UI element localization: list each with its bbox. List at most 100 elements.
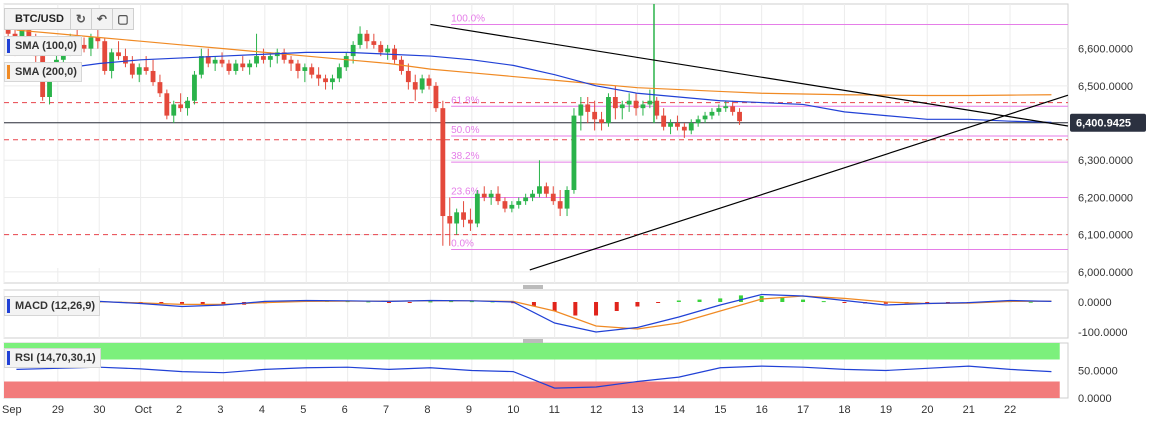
- sma100-line: [16, 51, 1052, 123]
- fullscreen-icon[interactable]: ▢: [117, 12, 129, 26]
- x-axis-label: 3: [217, 404, 223, 416]
- price-axis-tick: 6,200.0000: [1078, 192, 1133, 204]
- candle-body: [178, 104, 184, 109]
- x-axis-label: 16: [756, 404, 768, 416]
- candle-body: [371, 41, 377, 45]
- macd-histogram-bar: [718, 298, 723, 302]
- candle-body: [640, 104, 646, 109]
- ticker-box: BTC/USD ↻ ↶ ▢: [4, 8, 134, 30]
- price-axis-tick: 6,000.0000: [1078, 267, 1133, 279]
- candle-body: [599, 119, 604, 124]
- macd-histogram-bar: [594, 302, 599, 316]
- candle-body: [412, 82, 418, 90]
- candle-body: [102, 41, 108, 71]
- x-axis-label: 18: [838, 404, 850, 416]
- candle-body: [688, 123, 694, 131]
- candle-body: [447, 216, 453, 224]
- candle-body: [47, 70, 52, 97]
- candle-body: [150, 70, 156, 83]
- candle-body: [316, 74, 322, 79]
- candle-body: [502, 201, 508, 209]
- candle-body: [585, 104, 591, 112]
- rsi-axis-tick: 0.0000: [1078, 393, 1112, 405]
- sma100-legend[interactable]: SMA (100,0): [4, 36, 82, 56]
- x-axis-label: 8: [424, 404, 430, 416]
- candle-body: [723, 106, 729, 109]
- last-price-badge: [1070, 113, 1146, 132]
- candle-body: [88, 37, 94, 49]
- candle-body: [695, 119, 701, 124]
- candle-body: [336, 67, 342, 79]
- rsi-swatch: [7, 351, 10, 365]
- fib-level-label: 23.6%: [451, 186, 479, 197]
- price-pane-frame: [3, 3, 1069, 284]
- fib-level-label: 0.0%: [451, 239, 474, 250]
- candle-body: [633, 100, 639, 109]
- ticker-symbol[interactable]: BTC/USD: [5, 9, 71, 29]
- sma100-swatch: [7, 39, 10, 53]
- sma200-line: [16, 29, 1052, 97]
- candle-body: [557, 201, 563, 209]
- x-axis-label: 14: [673, 404, 685, 416]
- trendline: [430, 23, 1069, 127]
- candle-body: [129, 63, 135, 75]
- candle-body: [474, 193, 480, 224]
- candle-body: [295, 63, 301, 71]
- x-axis-label: 5: [300, 404, 306, 416]
- macd-histogram-bar: [614, 302, 619, 311]
- refresh-icon[interactable]: ↻: [71, 9, 92, 29]
- macd-line: [16, 293, 1052, 333]
- candle-body: [426, 78, 432, 86]
- candle-body: [267, 56, 273, 60]
- candle-body: [302, 67, 308, 71]
- candle-body: [592, 111, 598, 120]
- macd-histogram-bar: [180, 302, 185, 304]
- macd-histogram-bar: [428, 301, 433, 303]
- rsi-overbought-zone: [4, 343, 1060, 360]
- x-axis-label: 20: [921, 404, 933, 416]
- candle-body: [461, 212, 466, 220]
- candle-body: [309, 67, 315, 75]
- macd-swatch: [7, 299, 10, 313]
- x-axis-label: 2: [176, 404, 182, 416]
- macd-histogram-bar: [200, 302, 205, 305]
- candle-body: [709, 111, 715, 116]
- macd-histogram-bar: [883, 302, 888, 304]
- macd-histogram-bar: [552, 302, 557, 311]
- candle-body: [226, 63, 232, 71]
- candle-body: [261, 56, 266, 60]
- candle-body: [516, 201, 522, 205]
- candle-body: [530, 193, 535, 198]
- candle-body: [661, 115, 667, 127]
- candle-body: [737, 111, 742, 122]
- x-axis-label: 9: [466, 404, 472, 416]
- candle-body: [357, 33, 363, 45]
- macd-histogram-bar: [366, 301, 371, 303]
- fib-level-label: 61.8%: [451, 95, 479, 106]
- sma200-label: SMA (200,0): [15, 66, 77, 78]
- macd-signal-line: [16, 295, 1052, 330]
- macd-histogram-bar: [221, 302, 226, 305]
- x-axis-label: 15: [714, 404, 726, 416]
- candle-body: [702, 115, 708, 120]
- candle-body: [109, 52, 115, 71]
- macd-histogram-bar: [801, 299, 806, 302]
- x-axis-label: 10: [507, 404, 519, 416]
- macd-histogram-bar: [1028, 301, 1033, 303]
- candle-body: [454, 212, 460, 224]
- undo-icon[interactable]: ↶: [92, 9, 113, 29]
- sma200-legend[interactable]: SMA (200,0): [4, 62, 82, 82]
- candle-body: [619, 104, 625, 109]
- candle-body: [481, 193, 487, 198]
- pane-resize-handle[interactable]: [523, 285, 543, 289]
- x-axis-label: 12: [590, 404, 602, 416]
- rsi-legend[interactable]: RSI (14,70,30,1): [4, 348, 101, 368]
- pane-resize-handle[interactable]: [523, 339, 543, 343]
- macd-histogram-bar: [821, 301, 826, 303]
- candle-body: [405, 70, 411, 83]
- macd-legend[interactable]: MACD (12,26,9): [4, 296, 101, 316]
- x-axis-label: 19: [880, 404, 892, 416]
- fib-level-label: 100.0%: [451, 13, 485, 24]
- candle-body: [654, 100, 660, 116]
